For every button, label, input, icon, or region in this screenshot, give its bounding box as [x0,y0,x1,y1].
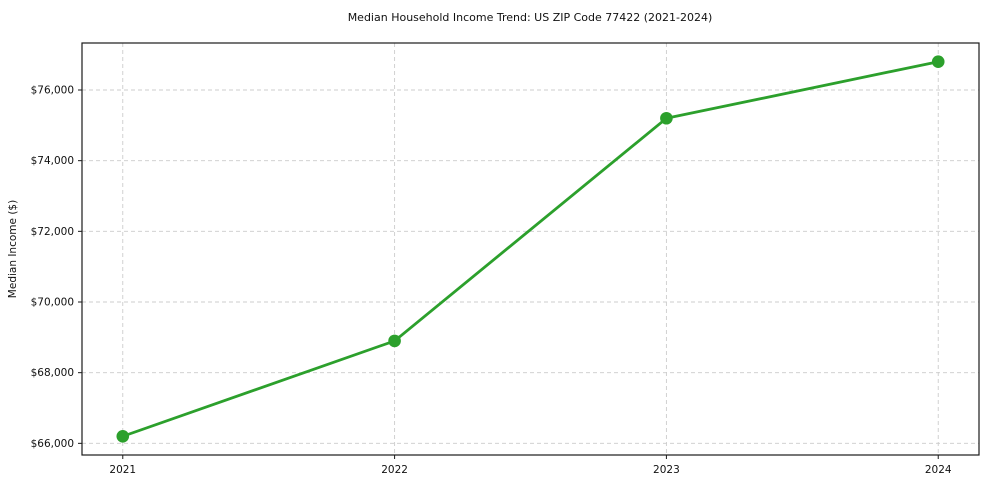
x-tick-label: 2021 [109,464,136,476]
data-point-2021 [116,429,130,443]
y-tick-label: $76,000 [31,84,74,96]
data-point-2024 [931,55,945,69]
y-tick-label: $74,000 [31,155,74,167]
x-tick-label: 2024 [925,464,952,476]
plot-area: $66,000 $68,000 $70,000 $72,000 $74,000 $76,0… [31,42,980,476]
y-tick-label: $72,000 [31,226,74,238]
y-tick-label: $68,000 [31,367,74,379]
y-axis-label: Median Income ($) [7,200,19,298]
x-tick-label: 2023 [653,464,680,476]
y-tick-label: $70,000 [31,297,74,309]
x-tick-label: 2022 [381,464,408,476]
data-point-2023 [660,111,673,125]
y-tick-label: $66,000 [31,438,74,450]
data-point-2022 [388,334,401,348]
plot-border [81,42,980,456]
chart-title: Median Household Income Trend: US ZIP Co… [348,11,713,24]
trend-line [121,60,940,438]
